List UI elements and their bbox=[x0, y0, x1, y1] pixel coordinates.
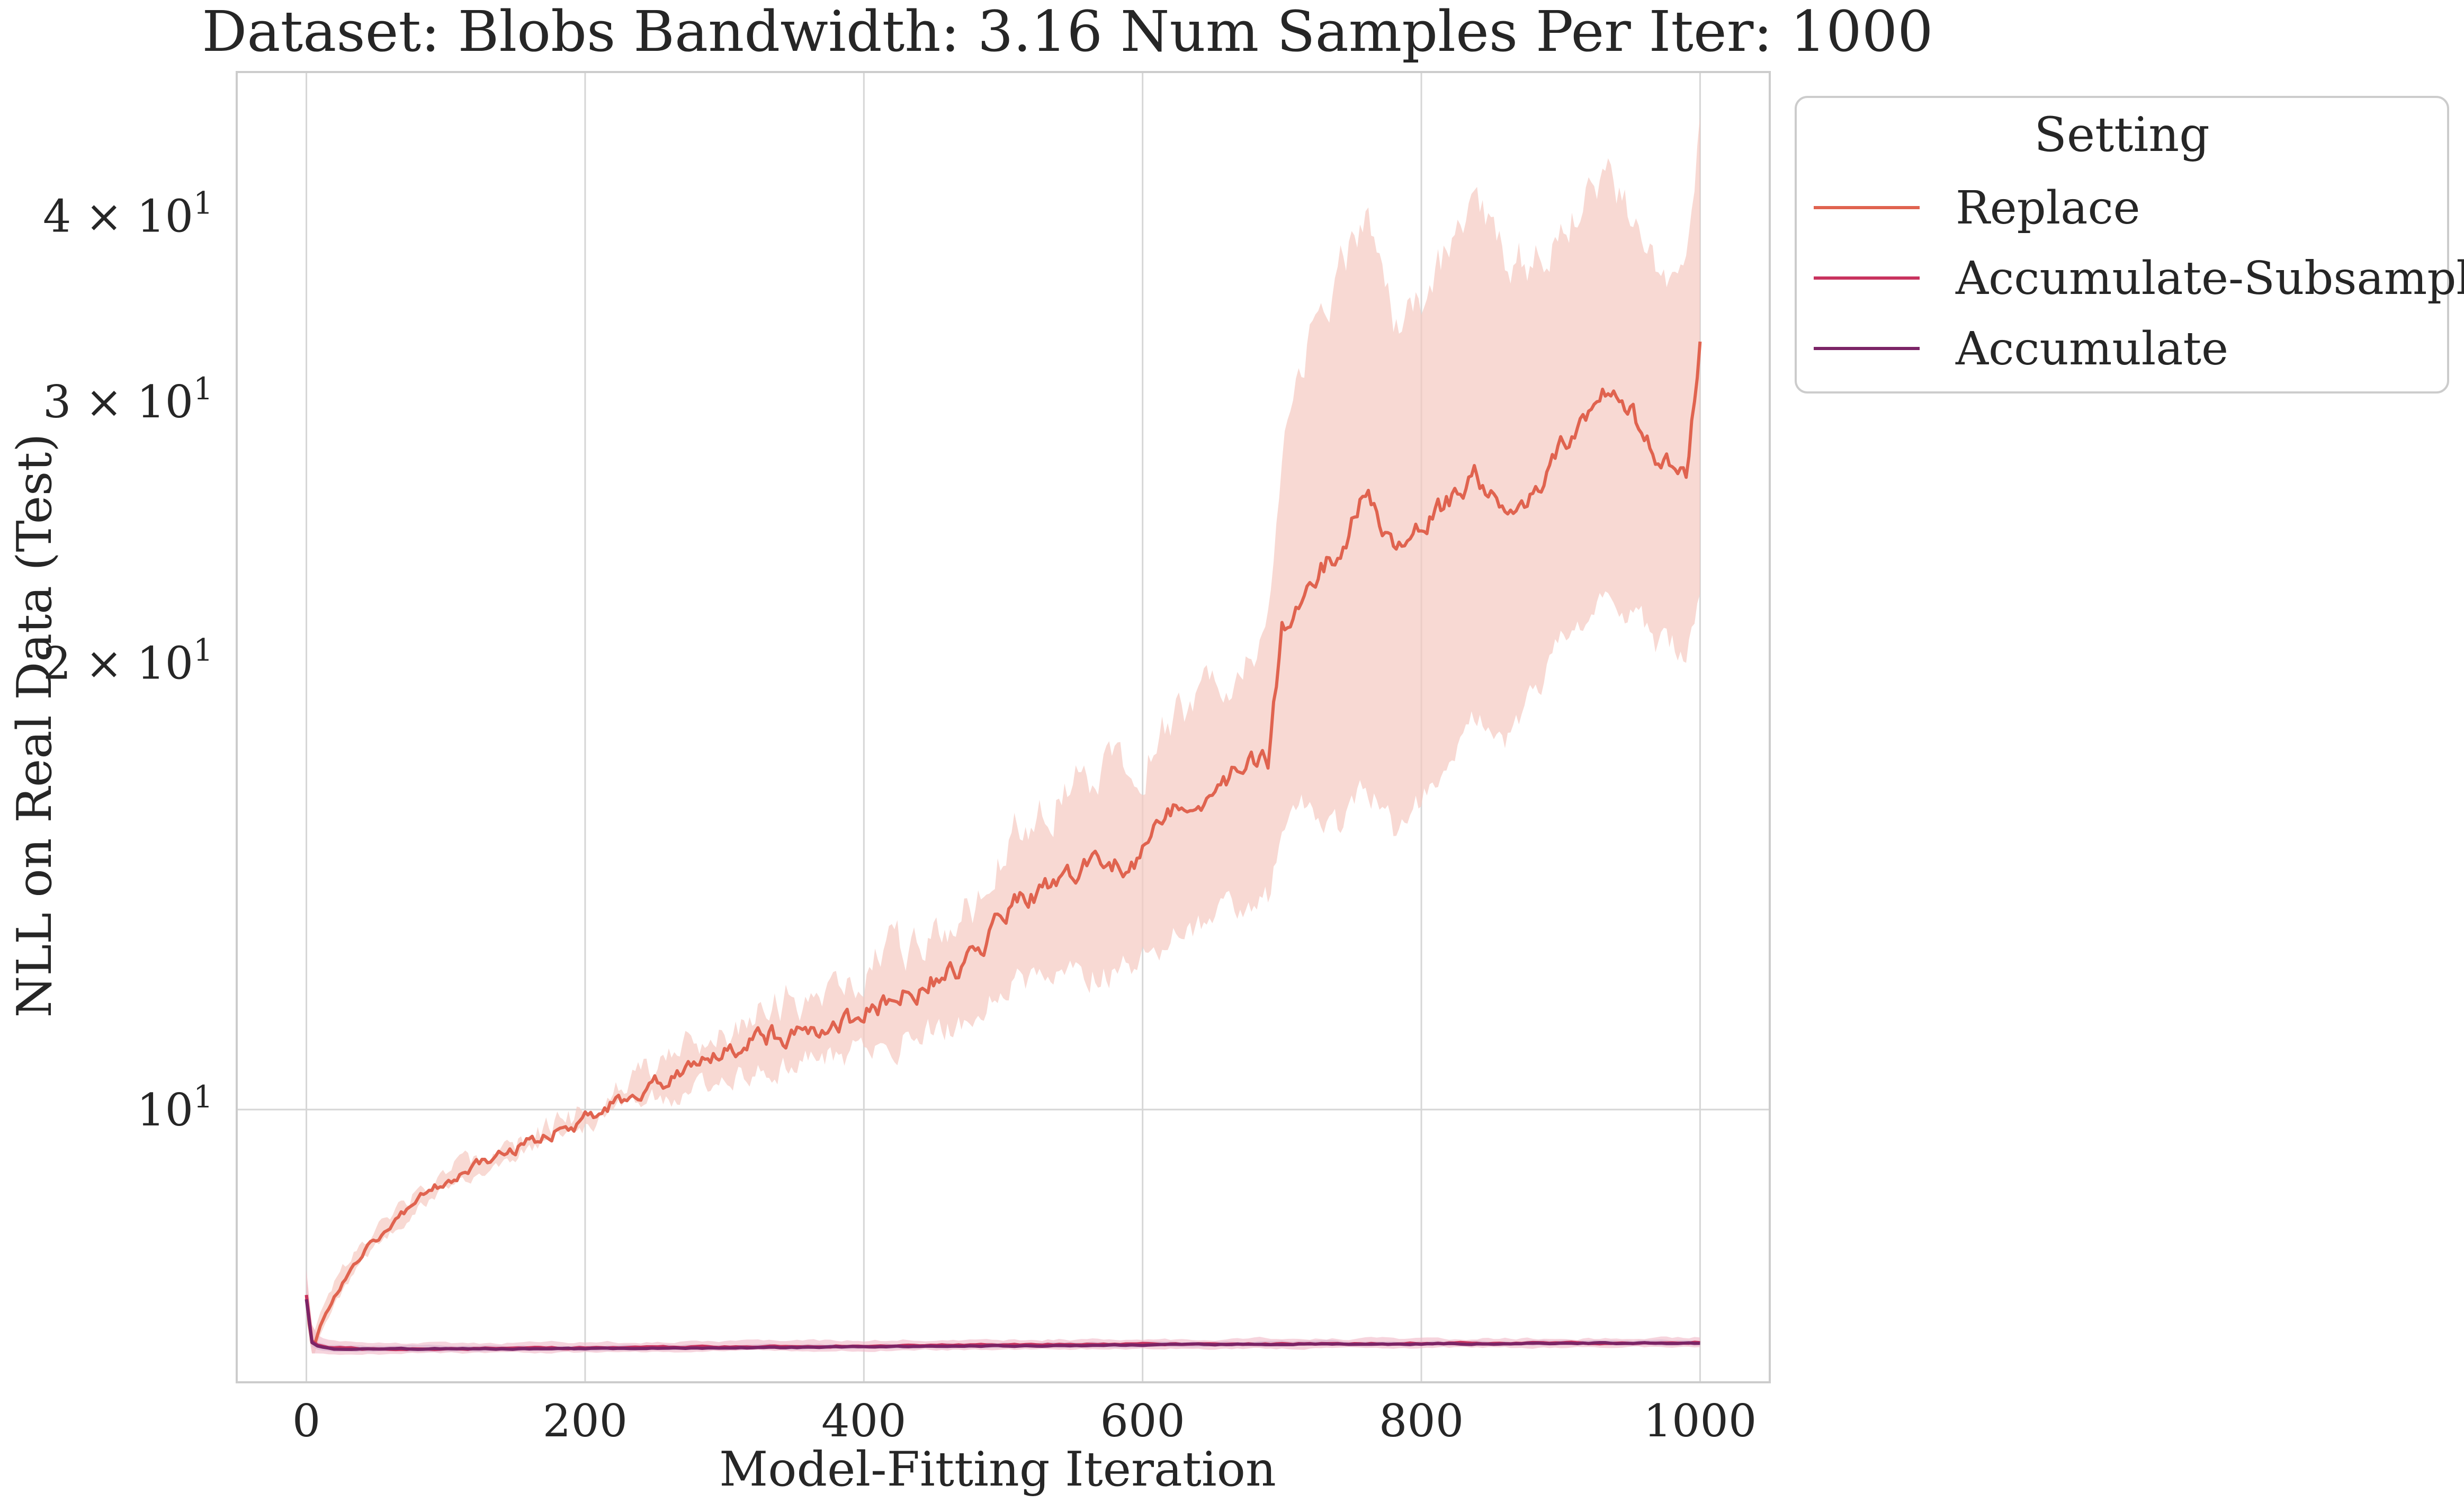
x-tick-label: 0 bbox=[292, 1395, 320, 1447]
legend-label: Accumulate-Subsample bbox=[1955, 252, 2464, 305]
y-tick-label: 3 × 101 bbox=[43, 371, 213, 428]
x-tick-label: 600 bbox=[1100, 1395, 1185, 1447]
x-tick-label: 1000 bbox=[1644, 1395, 1757, 1447]
x-axis-label: Model-Fitting Iteration bbox=[719, 1442, 1276, 1497]
legend-label: Accumulate bbox=[1955, 323, 2228, 375]
x-tick-label: 200 bbox=[543, 1395, 628, 1447]
y-tick-labels: 101 2 × 101 3 × 101 4 × 101 bbox=[43, 185, 213, 1136]
legend-entries: Replace Accumulate-Subsample Accumulate bbox=[1814, 182, 2464, 375]
legend-box bbox=[1795, 96, 2449, 394]
plot-area: 0 200 400 600 800 1000 101 2 × 101 3 × 101 4 × 1… bbox=[43, 71, 1771, 1447]
x-tick-label: 400 bbox=[821, 1395, 906, 1447]
y-tick-label: 101 bbox=[137, 1079, 213, 1136]
chart-title: Dataset: Blobs Bandwidth: 3.16 Num Sampl… bbox=[202, 0, 1933, 64]
y-tick-label: 2 × 101 bbox=[43, 632, 213, 689]
confidence-bands bbox=[306, 115, 1700, 1355]
grid-lines bbox=[237, 72, 1770, 1382]
plot-frame bbox=[236, 71, 1771, 1383]
y-axis-label: NLL on Real Data (Test) bbox=[7, 434, 62, 1018]
series-lines bbox=[304, 341, 1702, 1352]
legend-label: Replace bbox=[1956, 182, 2140, 235]
y-tick-label: 4 × 101 bbox=[43, 185, 213, 243]
band-replace bbox=[306, 115, 1700, 1354]
legend: Setting Replace Accumulate-Subsample Accum… bbox=[1795, 96, 2464, 394]
line-accumulate bbox=[304, 1299, 1700, 1351]
line-replace bbox=[304, 341, 1702, 1346]
legend-title: Setting bbox=[2034, 107, 2210, 163]
x-tick-label: 800 bbox=[1379, 1395, 1464, 1447]
band-accumulate bbox=[306, 1291, 1700, 1352]
x-tick-labels: 0 200 400 600 800 1000 bbox=[292, 1395, 1757, 1447]
